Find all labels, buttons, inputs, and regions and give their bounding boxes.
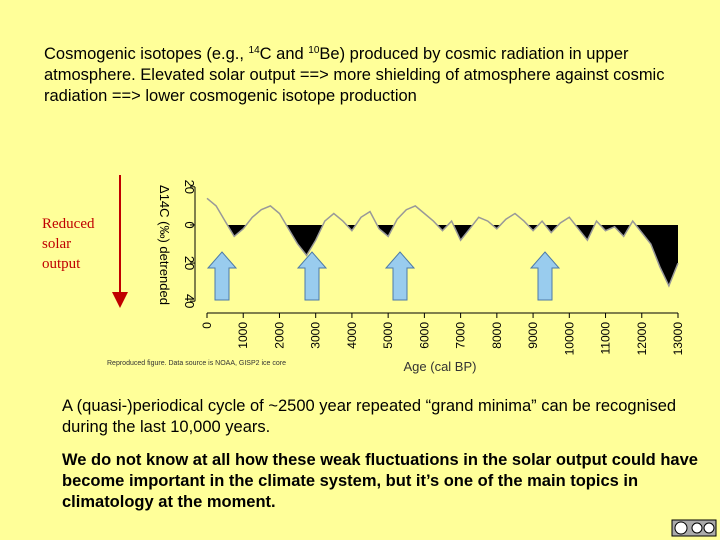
x-tick-label: 4000 <box>345 322 359 349</box>
annotation: Reduced solar output <box>42 216 95 272</box>
text: Be) produced by cosmic radiation in uppe… <box>44 45 665 105</box>
x-tick-label: 13000 <box>671 322 685 356</box>
x-tick-label: 6000 <box>417 322 431 349</box>
x-tick-label: 8000 <box>490 322 504 349</box>
text: C and <box>259 45 309 63</box>
x-tick-label: 10000 <box>562 322 576 356</box>
y-tick-label: 40 <box>182 294 197 308</box>
x-tick-label: 5000 <box>381 322 395 349</box>
x-tick-label: 3000 <box>309 322 323 349</box>
x-axis-label: Age (cal BP) <box>404 359 477 374</box>
y-tick-label: 20 <box>182 180 197 194</box>
x-tick-label: 11000 <box>599 322 613 355</box>
arrow <box>384 251 416 301</box>
arrow <box>296 251 328 301</box>
blue-arrows <box>206 251 561 301</box>
line <box>206 197 679 288</box>
x-tick-label: 12000 <box>635 322 649 356</box>
x-tick-label: 9000 <box>526 322 540 349</box>
y-tick-label: 20 <box>182 256 197 270</box>
y-tick-label: 0 <box>182 221 197 228</box>
x-tick-label: 1000 <box>236 322 250 349</box>
superscript: 10 <box>308 45 320 56</box>
arrow <box>206 251 238 301</box>
arrow <box>529 251 561 301</box>
intro-text: Cosmogenic isotopes (e.g., 14C and 10Be)… <box>44 40 704 107</box>
text: Cosmogenic isotopes (e.g., <box>44 45 249 63</box>
note: Reproduced figure. Data source is NOAA, … <box>107 360 286 367</box>
x-tick-label: 2000 <box>272 322 286 349</box>
x-tick-label: 7000 <box>454 322 468 349</box>
superscript: 14 <box>248 45 260 56</box>
y-axis-label: Δ14C (‰) detrended <box>157 185 172 305</box>
cc-badge <box>671 519 717 537</box>
paragraph: We do not know at all how these weak flu… <box>62 451 698 511</box>
x-tick-label: 0 <box>200 322 214 329</box>
paragraph: A (quasi-)periodical cycle of ~2500 year… <box>62 397 677 436</box>
